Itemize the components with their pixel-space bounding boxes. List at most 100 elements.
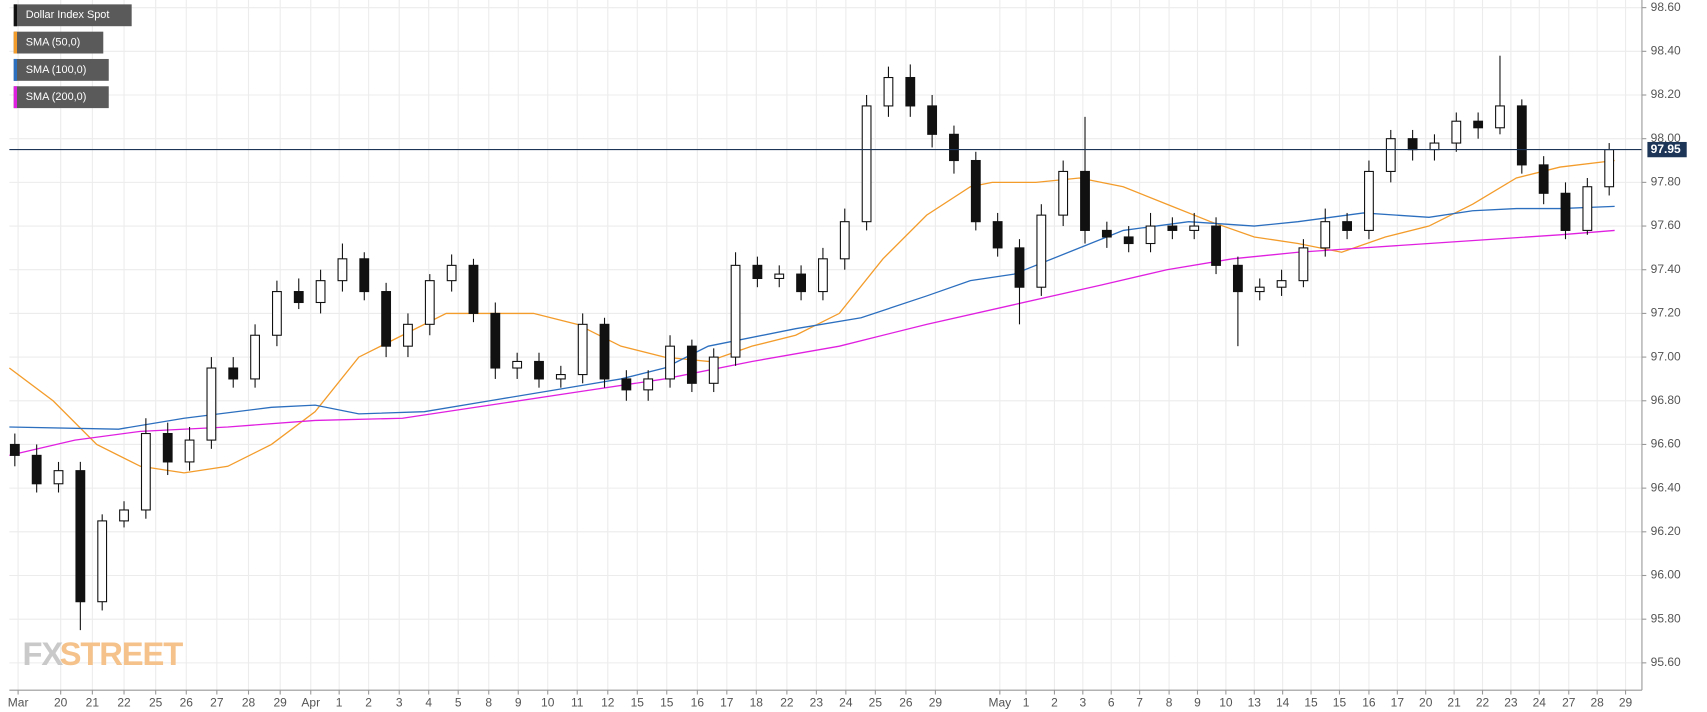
candle-body [1189,225,1200,231]
x-tick-label: 23 [810,695,824,709]
x-tick-label: 1 [1023,695,1030,709]
y-tick-label: 97.40 [1651,262,1681,276]
y-tick-label: 96.80 [1651,393,1681,407]
x-tick-label: 15 [1333,695,1347,709]
candle-body [1232,264,1243,293]
y-tick-label: 97.80 [1651,175,1681,189]
x-tick-label: 14 [1276,695,1290,709]
candle-body [774,273,785,280]
x-tick-label: 2 [365,695,372,709]
x-tick-label: 13 [1248,695,1262,709]
candle-body [1582,186,1593,231]
legend-swatch [13,58,18,81]
legend: Dollar Index Spot SMA (50,0) SMA (100,0) SM… [13,4,132,109]
candle-body [927,105,938,135]
candle-body [599,323,610,380]
legend-box [13,86,109,109]
candle-body [31,454,42,485]
x-tick-label: 22 [780,695,794,709]
candle-body [1036,214,1047,288]
candle-body [446,264,457,282]
legend-label: Dollar Index Spot [26,9,110,21]
candle-body [970,159,981,223]
last-price-label: 97.95 [1651,142,1681,156]
legend-label: SMA (50,0) [26,36,81,48]
background [9,0,1698,712]
candle-body [1167,225,1178,231]
x-tick-label: May [988,695,1011,709]
y-tick-label: 98.60 [1651,0,1681,14]
candle-body [1385,138,1396,172]
candle-body [97,520,108,603]
candle-body [1211,225,1221,266]
legend-box [13,31,104,54]
candle-body [1058,170,1069,216]
sma-line [9,205,1615,430]
x-tick-label: Apr [301,695,320,709]
candle-body [555,374,566,380]
y-tick-label: 97.60 [1651,218,1681,232]
candle-body [1320,221,1331,249]
candle-body [1298,247,1309,282]
x-tick-label: 26 [180,695,194,709]
candle-body [512,360,523,369]
grid [9,0,1642,691]
sma-line [9,229,1615,457]
x-tick-label: 10 [541,695,555,709]
x-tick-label: 22 [117,695,131,709]
y-tick-label: 96.20 [1651,524,1681,538]
candle-body [818,258,828,293]
x-tick-label: 24 [839,695,853,709]
legend-box [13,58,109,81]
candle-body [621,378,632,391]
x-tick-label: 25 [869,695,883,709]
x-tick-label: 26 [899,695,913,709]
x-tick-label: 15 [1304,695,1318,709]
y-tick-label: 96.60 [1651,437,1681,451]
legend-label: SMA (100,0) [26,64,87,76]
candle-body [752,264,763,280]
candle-body [381,291,392,347]
x-tick-label: 17 [1391,695,1405,709]
plot [8,55,1642,631]
watermark: FX STREET [22,635,184,672]
x-tick-label: 9 [515,695,522,709]
candle-body [140,432,151,511]
x-tick-label: 17 [720,695,734,709]
y-tick-label: 96.40 [1651,480,1681,494]
sma-line [8,159,1615,474]
x-tick-label: 8 [1166,695,1173,709]
candle-body [424,280,435,325]
last-price-box [1647,141,1687,158]
candle-body [1451,120,1462,144]
x-tick-label: 28 [242,695,256,709]
x-tick-label: 23 [1504,695,1518,709]
candle-body [1604,149,1615,188]
x-tick-label: 27 [1562,695,1576,709]
x-tick-label: 3 [396,695,403,709]
candle-body [403,323,413,347]
y-tick-label: 98.00 [1651,131,1681,145]
x-tick-label: 21 [1447,695,1461,709]
candle-body [643,378,654,391]
candle-body [359,258,370,293]
y-tick-label: 96.00 [1651,568,1681,582]
candle-body [730,264,741,358]
candle-body [162,432,173,463]
legend-box [13,4,132,27]
candle-body [992,221,1003,249]
x-tick-label: 8 [485,695,492,709]
candle-body [949,133,959,162]
x-tick-label: 20 [1419,695,1433,709]
x-tick-label: 29 [1619,695,1633,709]
candle-body [665,345,675,380]
candle-body [861,105,872,223]
x-tick-label: 18 [750,695,764,709]
candle-body [490,312,501,369]
x-tick-label: 16 [1362,695,1376,709]
axes: 95.60 95.80 96.00 96.20 96.40 96.60 96.80 97.00… [8,0,1687,709]
x-tick-label: Mar [8,695,29,709]
candle-body [1495,105,1505,129]
candle-body [337,258,348,282]
